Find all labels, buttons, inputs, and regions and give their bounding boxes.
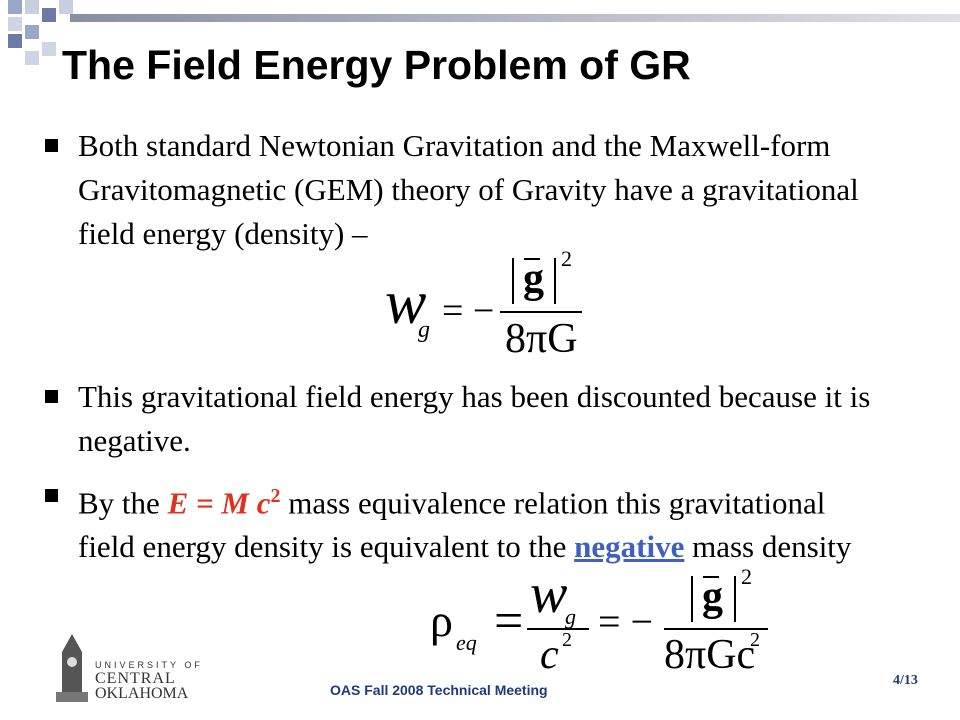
abs-bar [734, 576, 736, 622]
bullet-text: Both standard Newtonian Gravitation and … [78, 128, 859, 251]
decor [8, 34, 22, 48]
footer-meeting: OAS Fall 2008 Technical Meeting [330, 682, 548, 698]
decor [42, 8, 56, 22]
eq-symbol: g [702, 574, 723, 620]
eq-symbol: w [385, 269, 427, 337]
bullet-marker [45, 139, 58, 152]
eq-sign: = − [598, 599, 654, 644]
abs-bar [512, 258, 514, 304]
bullet-text: This gravitational field energy has been… [78, 379, 871, 458]
formula-run: E = M c [167, 485, 271, 521]
eq-sign: = [494, 593, 524, 650]
decor [8, 0, 22, 14]
vector-arrow [524, 258, 540, 260]
tower [62, 634, 82, 702]
eq-denominator: 8πGc [664, 632, 756, 678]
eq-subscript: g [418, 317, 430, 343]
logo-tower [56, 634, 88, 702]
vector-arrow [703, 576, 719, 578]
fraction-bar [527, 628, 589, 630]
abs-bar [691, 576, 693, 622]
bullet-marker [45, 390, 58, 403]
eq-denominator: 8πG [505, 316, 578, 362]
eq-subscript: g [565, 604, 576, 629]
text-run: By the [78, 485, 168, 521]
eq-exponent: 2 [750, 629, 760, 651]
page-number: 4/13 [893, 673, 918, 688]
eq-subscript: eq [456, 630, 477, 655]
decor [25, 25, 39, 39]
base [56, 692, 88, 702]
fraction-bar [664, 628, 768, 630]
decor [59, 0, 73, 14]
decor [25, 0, 39, 14]
abs-bar [554, 258, 556, 304]
link[interactable]: negative [574, 529, 685, 565]
logo-text: OKLAHOMA [95, 685, 189, 702]
fraction-bar [500, 311, 582, 313]
eq-symbol: ρ [430, 595, 453, 646]
bullet-text: By the E = M c2 mass equivalence relatio… [78, 474, 878, 569]
title: The Field Energy Problem of GR [62, 42, 691, 88]
top-bar [70, 14, 960, 22]
decor [42, 42, 56, 56]
logo-text: UNIVERSITY OF [95, 660, 203, 670]
eq-symbol: g [523, 256, 544, 302]
text-run: mass density [684, 529, 852, 565]
bullet-marker [45, 489, 58, 502]
text-run: mass equivalence relation this gravitati… [78, 485, 826, 565]
eq-exponent: 2 [561, 246, 572, 271]
formula-exponent: 2 [270, 485, 281, 507]
eq-symbol: w [530, 563, 568, 625]
decor [25, 51, 39, 65]
clock [67, 657, 77, 667]
eq-sign: = − [442, 290, 495, 332]
logo-text: CENTRAL [95, 670, 176, 687]
eq-exponent: 2 [741, 564, 752, 589]
eq-symbol: c [540, 632, 559, 678]
eq-exponent: 2 [562, 629, 572, 651]
decor [8, 17, 22, 31]
